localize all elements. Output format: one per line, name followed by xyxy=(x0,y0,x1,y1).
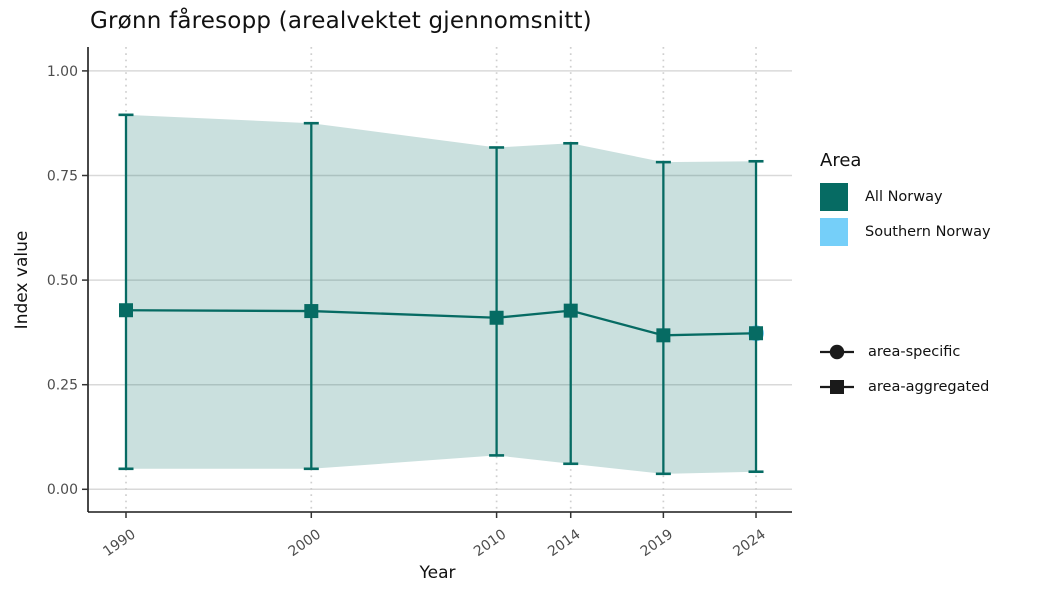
y-tick-label: 0.00 xyxy=(47,482,78,498)
y-tick-label: 0.50 xyxy=(47,273,78,289)
x-tick-label: 2000 xyxy=(286,526,324,560)
legend-item-area-specific: area-specific xyxy=(818,342,989,362)
legend-title: Area xyxy=(820,150,862,171)
data-point-2024 xyxy=(749,326,764,341)
data-point-1990 xyxy=(119,303,133,318)
y-tick-label: 1.00 xyxy=(47,64,78,80)
southern-norway-swatch xyxy=(820,218,848,246)
shape-legend: area-specific area-aggregated xyxy=(818,342,989,412)
y-tick-label: 0.75 xyxy=(47,168,78,184)
all-norway-swatch xyxy=(820,183,848,211)
x-tick-label: 2024 xyxy=(730,526,768,560)
area-aggregated-square-icon xyxy=(820,380,854,394)
data-point-2010 xyxy=(489,310,504,325)
legend-item-southern-norway: Southern Norway xyxy=(820,218,991,246)
legend-item-label: Southern Norway xyxy=(865,224,991,240)
legend-item-label: area-aggregated xyxy=(868,379,990,395)
x-axis-title: Year xyxy=(419,563,456,583)
x-tick-label: 2019 xyxy=(638,526,676,560)
y-tick-label: 0.25 xyxy=(47,378,78,394)
legend-item-area-aggregated: area-aggregated xyxy=(818,377,989,397)
area-legend: Area All Norway Southern Norway xyxy=(820,150,991,253)
legend-item-label: area-specific xyxy=(868,344,961,360)
x-tick-label: 2014 xyxy=(545,526,583,560)
area-specific-circle-icon xyxy=(820,344,854,360)
x-tick-label: 2010 xyxy=(471,526,509,560)
data-point-2000 xyxy=(304,304,319,319)
chart-title: Grønn fåresopp (arealvektet gjennomsnitt… xyxy=(90,8,592,34)
x-tick-label: 1990 xyxy=(100,526,138,560)
legend-item-label: All Norway xyxy=(865,189,943,205)
confidence-ribbon xyxy=(126,114,757,474)
data-point-2014 xyxy=(563,303,578,318)
data-point-2019 xyxy=(656,328,671,343)
y-axis-title: Index value xyxy=(12,230,32,330)
trend-line xyxy=(125,309,757,337)
legend-item-all-norway: All Norway xyxy=(820,183,991,211)
